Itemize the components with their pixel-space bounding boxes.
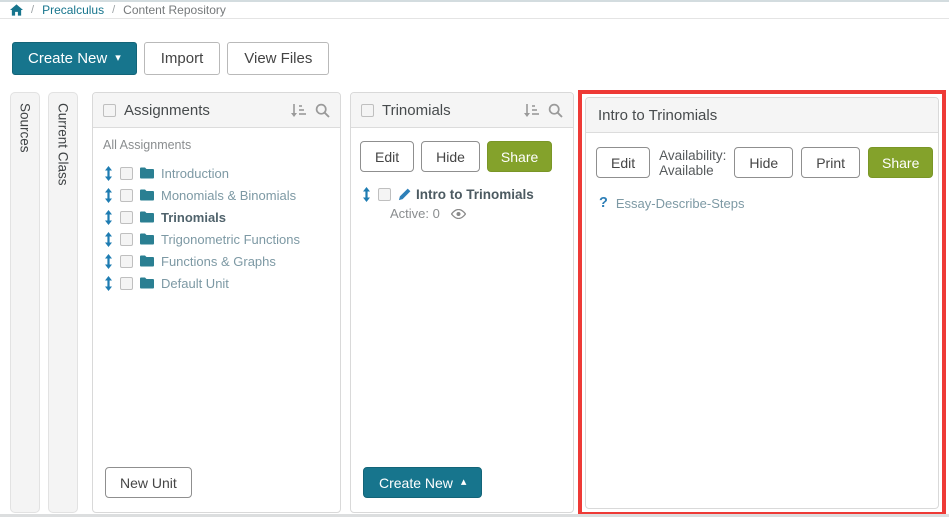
folder-icon (140, 211, 154, 223)
assignments-panel-title: Assignments (124, 101, 210, 119)
unit-label[interactable]: Monomials & Binomials (161, 187, 297, 203)
share-button[interactable]: Share (486, 141, 553, 172)
trinomials-select-all-checkbox[interactable] (361, 103, 374, 117)
unit-label[interactable]: Trigonometric Functions (161, 231, 300, 247)
assignments-panel: Assignments All Assignments Introduction (92, 92, 341, 513)
assignments-select-all-checkbox[interactable] (103, 103, 116, 117)
folder-icon (140, 255, 154, 267)
search-icon[interactable] (315, 103, 330, 118)
assignments-panel-header: Assignments (93, 93, 340, 128)
drag-handle-icon[interactable] (104, 165, 113, 181)
unit-checkbox[interactable] (120, 166, 133, 180)
detail-panel-title: Intro to Trinomials (598, 106, 718, 124)
tab-sources-label: Sources (17, 103, 33, 153)
search-icon[interactable] (548, 103, 563, 118)
unit-label[interactable]: Default Unit (161, 275, 229, 291)
edit-button[interactable]: Edit (360, 141, 415, 172)
create-new-bottom-label: Create New (379, 474, 453, 491)
folder-icon (140, 233, 154, 245)
breadcrumb-current-page: Content Repository (123, 3, 226, 17)
edit-button[interactable]: Edit (596, 147, 651, 178)
question-row: ? Essay-Describe-Steps (599, 195, 930, 211)
assignment-row: Intro to Trinomials (362, 187, 565, 202)
create-new-bottom-button[interactable]: Create New ▴ (363, 467, 483, 498)
unit-label[interactable]: Functions & Graphs (161, 253, 276, 269)
assignment-label[interactable]: Intro to Trinomials (416, 187, 534, 202)
trinomials-panel-header: Trinomials (351, 93, 573, 128)
unit-label[interactable]: Introduction (161, 165, 229, 181)
availability-status: Availability: Available (659, 147, 727, 178)
drag-handle-icon[interactable] (104, 253, 113, 269)
toolbar: Create New ▾ Import View Files (12, 42, 949, 75)
drag-handle-icon[interactable] (104, 209, 113, 225)
unit-row-introduction: Introduction (104, 162, 332, 184)
home-icon[interactable] (10, 4, 23, 16)
drag-handle-icon[interactable] (104, 231, 113, 247)
unit-checkbox[interactable] (120, 276, 133, 290)
tab-sources[interactable]: Sources (10, 92, 40, 513)
create-new-button[interactable]: Create New ▾ (12, 42, 137, 75)
folder-icon (140, 167, 154, 179)
assignment-status-row: Active: 0 (390, 206, 565, 221)
highlight-red-border: Intro to Trinomials Edit Availability: A… (578, 90, 946, 516)
detail-panel-body: Edit Availability: Available Hide Print … (586, 133, 938, 508)
breadcrumb-separator: / (112, 4, 116, 16)
trinomials-panel: Trinomials Edit Hide Share Intro to Tr (350, 92, 574, 513)
view-files-button[interactable]: View Files (227, 42, 330, 75)
eye-icon[interactable] (450, 208, 466, 219)
assignments-panel-body: All Assignments Introduction Monomials &… (93, 128, 340, 512)
pencil-icon (398, 188, 411, 201)
question-mark-icon: ? (599, 195, 608, 211)
drag-handle-icon[interactable] (362, 187, 371, 202)
chevron-down-icon: ▾ (115, 52, 121, 64)
assignment-checkbox[interactable] (378, 188, 391, 201)
sort-icon[interactable] (290, 103, 306, 118)
create-new-label: Create New (28, 50, 108, 67)
all-assignments-filter[interactable]: All Assignments (103, 138, 192, 152)
print-button[interactable]: Print (801, 147, 861, 178)
hide-button[interactable]: Hide (734, 147, 794, 178)
drag-handle-icon[interactable] (104, 187, 113, 203)
detail-panel: Intro to Trinomials Edit Availability: A… (585, 97, 939, 509)
hide-button[interactable]: Hide (421, 141, 480, 172)
tab-current-class-label: Current Class (55, 103, 71, 186)
trinomials-panel-title: Trinomials (382, 101, 451, 119)
breadcrumb-separator: / (31, 4, 35, 16)
new-unit-button[interactable]: New Unit (105, 467, 192, 498)
unit-checkbox[interactable] (120, 210, 133, 224)
folder-icon (140, 277, 154, 289)
page-bottom-divider (0, 514, 949, 517)
detail-panel-header: Intro to Trinomials (586, 98, 938, 133)
breadcrumb: / Precalculus / Content Repository (0, 2, 949, 19)
unit-checkbox[interactable] (120, 254, 133, 268)
unit-checkbox[interactable] (120, 188, 133, 202)
share-button[interactable]: Share (868, 147, 934, 178)
sort-icon[interactable] (523, 103, 539, 118)
question-label[interactable]: Essay-Describe-Steps (615, 195, 745, 211)
unit-label-selected[interactable]: Trinomials (161, 209, 227, 225)
trinomials-panel-body: Edit Hide Share Intro to Trinomials Acti… (351, 128, 573, 512)
active-count: Active: 0 (390, 206, 440, 221)
breadcrumb-course-link[interactable]: Precalculus (42, 3, 105, 17)
chevron-up-icon: ▴ (460, 476, 467, 488)
unit-row-default-unit: Default Unit (104, 272, 332, 294)
tab-current-class[interactable]: Current Class (48, 92, 78, 513)
content-area: Sources Current Class Assignments All As… (10, 90, 949, 516)
unit-checkbox[interactable] (120, 232, 133, 246)
unit-row-trigonometric-functions: Trigonometric Functions (104, 228, 332, 250)
unit-row-trinomials: Trinomials (104, 206, 332, 228)
unit-row-monomials-binomials: Monomials & Binomials (104, 184, 332, 206)
folder-icon (140, 189, 154, 201)
drag-handle-icon[interactable] (104, 275, 113, 291)
unit-row-functions-graphs: Functions & Graphs (104, 250, 332, 272)
import-button[interactable]: Import (143, 42, 221, 75)
